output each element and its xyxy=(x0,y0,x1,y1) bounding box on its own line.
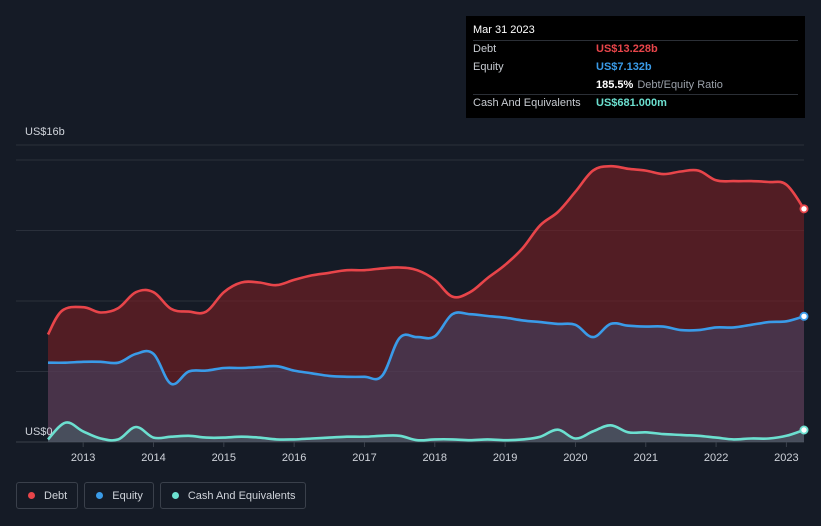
y-axis-min-label: US$0 xyxy=(25,426,53,438)
y-axis-max-label: US$16b xyxy=(25,126,65,138)
tooltip-row-equity: Equity US$7.132b xyxy=(473,58,798,76)
tooltip-date: Mar 31 2023 xyxy=(473,24,535,36)
x-tick-label-2020: 2020 xyxy=(563,452,587,464)
tooltip-row-ratio: 185.5% Debt/Equity Ratio xyxy=(473,76,798,94)
x-tick-label-2019: 2019 xyxy=(493,452,517,464)
debt-endpoint-marker xyxy=(799,204,809,214)
debt-line xyxy=(46,164,806,336)
tooltip-row-cash: Cash And Equivalents US$681.000m xyxy=(473,94,798,112)
equity-endpoint-marker xyxy=(799,311,809,321)
x-tick-label-2018: 2018 xyxy=(423,452,447,464)
tooltip-row-debt: Debt US$13.228b xyxy=(473,40,798,58)
x-tick-label-2023: 2023 xyxy=(774,452,798,464)
legend-dot-cash xyxy=(171,492,179,499)
tooltip-equity-label: Equity xyxy=(473,61,504,73)
tooltip-ratio-value: 185.5% xyxy=(596,79,634,91)
debt-area xyxy=(48,166,804,442)
cash-endpoint-marker xyxy=(799,425,809,435)
legend-label-cash: Cash And Equivalents xyxy=(187,489,296,502)
cash-line xyxy=(47,421,805,442)
legend-dot-debt xyxy=(28,492,35,499)
x-tick-label-2016: 2016 xyxy=(282,452,306,464)
legend-item-equity[interactable]: Equity xyxy=(84,482,154,509)
tooltip-cash-value: US$681.000m xyxy=(596,97,667,109)
legend-item-debt[interactable]: Debt xyxy=(16,482,79,509)
series-endpoints xyxy=(799,204,809,435)
chart-legend: Debt Equity Cash And Equivalents xyxy=(16,482,307,509)
legend-label-debt: Debt xyxy=(44,489,68,502)
x-axis-ticks: 2013 2014 2015 2016 2017 2018 2019 2020 2021 2022… xyxy=(71,442,799,464)
equity-line xyxy=(47,311,805,386)
equity-area xyxy=(48,312,804,442)
legend-item-cash[interactable]: Cash And Equivalents xyxy=(159,482,307,509)
x-tick-label-2022: 2022 xyxy=(704,452,728,464)
tooltip-ratio-label: Debt/Equity Ratio xyxy=(637,79,723,91)
tooltip-panel: Mar 31 2023 Debt US$13.228b Equity US$7.… xyxy=(466,16,805,118)
tooltip-equity-value: US$7.132b xyxy=(596,61,652,73)
x-tick-label-2017: 2017 xyxy=(352,452,376,464)
tooltip-debt-label: Debt xyxy=(473,43,497,55)
x-tick-label-2021: 2021 xyxy=(634,452,658,464)
series-areas xyxy=(48,166,804,442)
tooltip-ratio-spacer xyxy=(473,77,596,94)
tooltip-cash-label: Cash And Equivalents xyxy=(473,97,581,109)
legend-label-equity: Equity xyxy=(112,489,143,502)
series-lines xyxy=(46,164,806,442)
x-tick-label-2013: 2013 xyxy=(71,452,95,464)
legend-dot-equity xyxy=(96,492,104,499)
x-tick-label-2015: 2015 xyxy=(212,452,236,464)
x-tick-label-2014: 2014 xyxy=(141,452,165,464)
tooltip-debt-value: US$13.228b xyxy=(596,43,658,55)
